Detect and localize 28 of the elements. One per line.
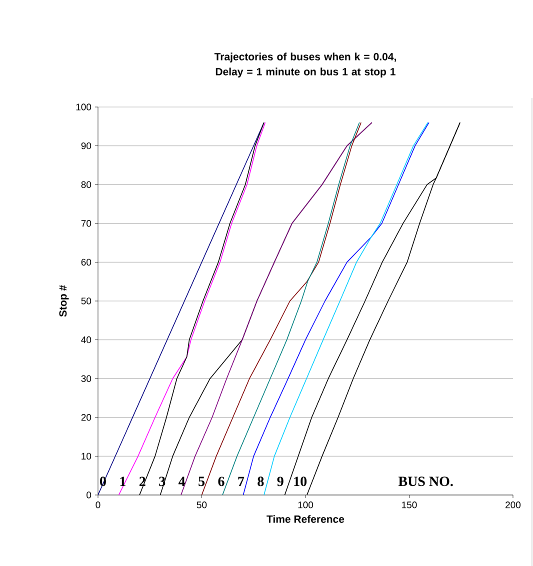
annotation: 8 [258, 476, 264, 486]
x-axis-title: Time Reference [266, 515, 344, 523]
y-tick-label: 90 [81, 142, 92, 150]
y-tick-label: 100 [76, 104, 92, 110]
y-tick-label: 60 [81, 258, 92, 266]
annotation: BUS NO. [398, 476, 453, 486]
y-tick-label: 40 [81, 336, 92, 344]
y-tick-label: 10 [82, 452, 92, 460]
annotation: 10 [294, 476, 307, 486]
x-tick-label: 200 [506, 502, 521, 508]
annotation: 6 [218, 476, 224, 486]
y-tick-label: 20 [81, 414, 92, 421]
y-tick-label: 0 [86, 492, 92, 498]
annotation: 7 [238, 476, 244, 486]
y-tick-label: 50 [81, 298, 92, 304]
annotation: 4 [178, 476, 186, 486]
y-tick-label: 70 [81, 220, 92, 227]
x-tick-label: 0 [96, 502, 100, 508]
chart-title: Trajectories of buses when k = 0.04, Delay = 1 minute on bus 1 at stop 1 [214, 52, 396, 78]
x-tick-label: 100 [298, 502, 314, 508]
y-axis-title: Stop # [59, 285, 69, 317]
y-tick-label: 30 [81, 375, 92, 382]
annotation: 1 [120, 476, 126, 486]
annotation: 5 [198, 476, 205, 486]
y-tick-label: 80 [81, 181, 92, 188]
x-tick-label: 50 [196, 502, 207, 508]
x-tick-label: 150 [402, 502, 417, 508]
annotation: 9 [277, 476, 284, 486]
